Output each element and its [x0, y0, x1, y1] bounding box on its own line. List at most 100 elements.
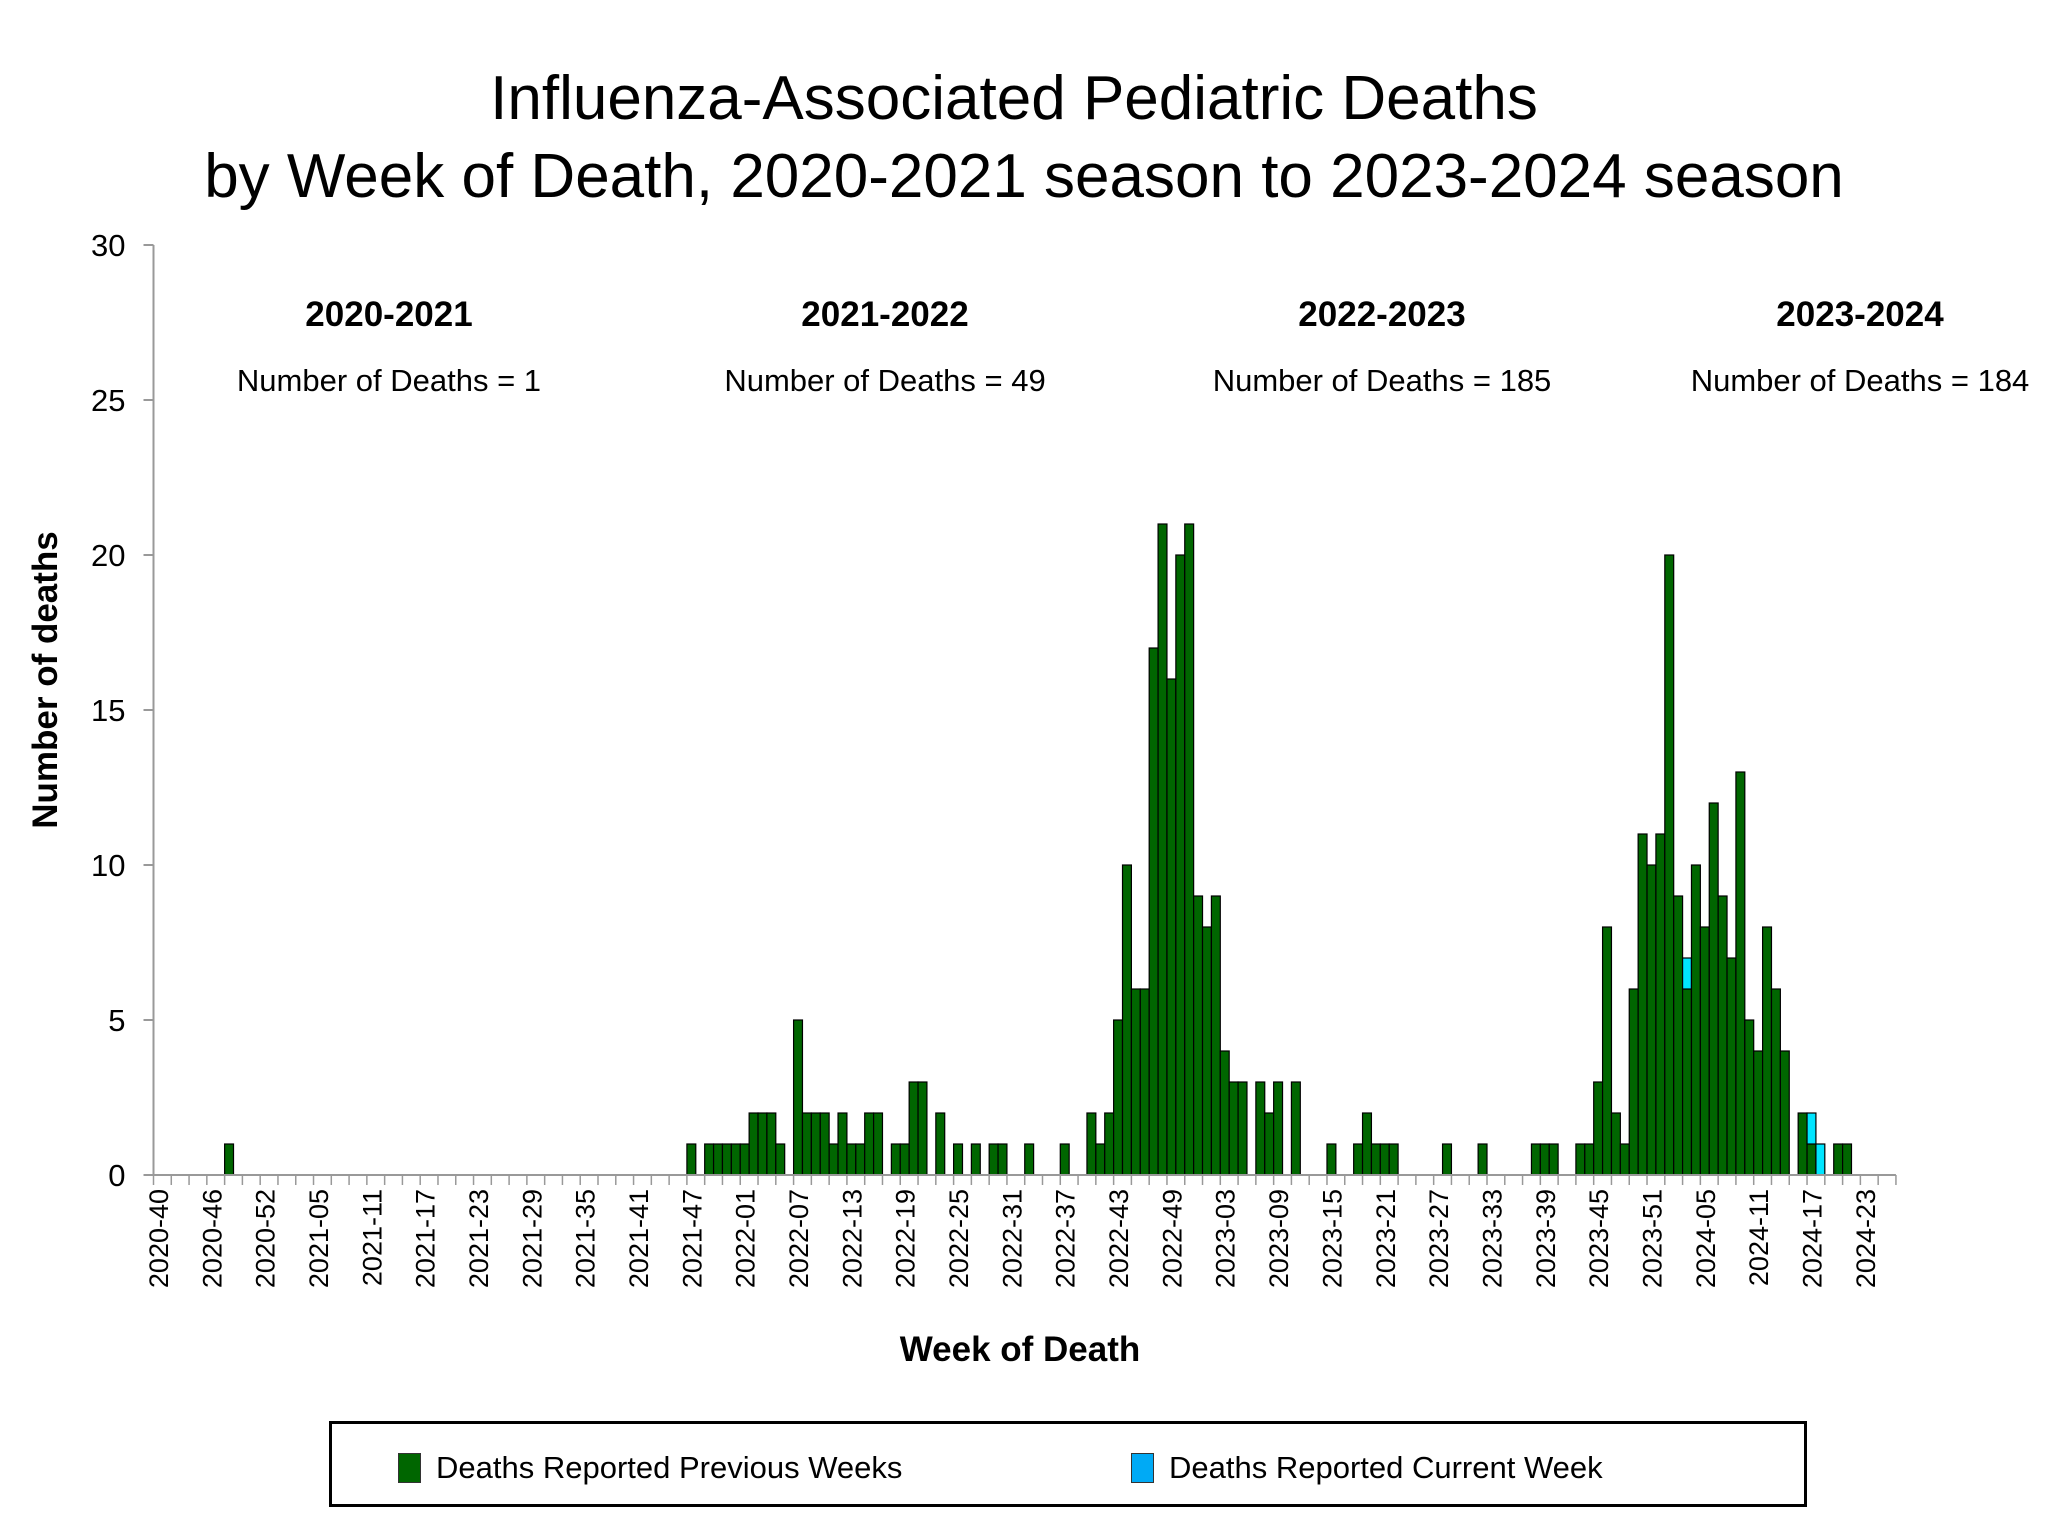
x-tick-label: 2023-33 [1477, 1189, 1507, 1288]
bar-previous-weeks [970, 1143, 981, 1176]
bar-previous-weeks [1548, 1143, 1559, 1176]
x-tick-label: 2023-51 [1637, 1189, 1667, 1288]
bar-previous-weeks [730, 1143, 741, 1176]
bar-previous-weeks [1290, 1081, 1301, 1176]
bar-current-week [1815, 1143, 1826, 1176]
bar-previous-weeks [1113, 1019, 1124, 1176]
x-tick-label: 2020-52 [251, 1189, 281, 1288]
bar-previous-weeks [757, 1112, 768, 1176]
x-tick-label: 2022-31 [997, 1189, 1027, 1288]
bar-previous-weeks [908, 1081, 919, 1176]
season-annotation-2023-2024: 2023-2024 Number of Deaths = 184 [1600, 295, 2048, 399]
x-tick-label: 2022-25 [944, 1189, 974, 1288]
bar-previous-weeks [1726, 957, 1737, 1176]
bar-previous-weeks [739, 1143, 750, 1176]
bar-previous-weeks [1779, 1050, 1790, 1176]
chart-title-line-2: by Week of Death, 2020-2021 season to 20… [204, 142, 1844, 211]
x-tick-label: 2021-41 [624, 1189, 654, 1288]
x-tick-label: 2021-11 [357, 1189, 387, 1286]
bar-previous-weeks [766, 1112, 777, 1176]
legend: Deaths Reported Previous Weeks Deaths Re… [329, 1421, 1807, 1507]
legend-item-previous-weeks: Deaths Reported Previous Weeks [398, 1450, 902, 1486]
bar-previous-weeks [899, 1143, 910, 1176]
season-label: 2023-2024 [1776, 295, 1944, 334]
bar-previous-weeks [1610, 1112, 1621, 1176]
x-tick-label: 2021-17 [411, 1189, 441, 1288]
bar-previous-weeks [1690, 864, 1701, 1176]
bar-previous-weeks [1841, 1143, 1853, 1176]
bar-previous-weeks [1370, 1143, 1381, 1176]
bar-previous-weeks [1166, 678, 1177, 1176]
bar-previous-weeks [1664, 554, 1675, 1176]
bar-previous-weeks [1121, 864, 1133, 1176]
bar-previous-weeks [1228, 1081, 1239, 1176]
bar-previous-weeks [1761, 926, 1773, 1176]
bar-previous-weeks [1593, 1081, 1604, 1176]
x-tick-label: 2022-37 [1051, 1189, 1081, 1288]
x-tick-label: 2020-40 [144, 1189, 174, 1288]
bar-previous-weeks [775, 1143, 786, 1176]
x-tick-label: 2023-45 [1584, 1189, 1614, 1288]
bar-previous-weeks [988, 1143, 999, 1176]
bar-previous-weeks [1388, 1143, 1399, 1176]
x-tick-label: 2023-09 [1264, 1189, 1294, 1288]
bar-previous-weeks [1655, 833, 1666, 1176]
bar-previous-weeks [721, 1143, 732, 1176]
legend-item-current-week: Deaths Reported Current Week [1131, 1450, 1603, 1486]
season-annotation-2020-2021: 2020-2021 Number of Deaths = 1 [129, 295, 649, 399]
bar-previous-weeks [1361, 1112, 1373, 1176]
bar-previous-weeks [1086, 1112, 1097, 1176]
x-tick-label: 2022-01 [731, 1189, 761, 1288]
bar-previous-weeks [1273, 1081, 1284, 1176]
bar-previous-weeks [1681, 988, 1693, 1176]
x-tick-label: 2022-49 [1157, 1189, 1187, 1288]
y-tick-label: 0 [108, 1158, 125, 1193]
bar-previous-weeks [1539, 1143, 1550, 1176]
bar-previous-weeks [1095, 1143, 1106, 1176]
bar-previous-weeks [1219, 1050, 1230, 1176]
y-axis-title: Number of deaths [26, 531, 65, 829]
bar-previous-weeks [1264, 1112, 1275, 1176]
x-tick-label: 2022-43 [1104, 1189, 1134, 1288]
x-axis-title: Week of Death [899, 1330, 1141, 1369]
x-tick-label: 2020-46 [197, 1189, 227, 1288]
bar-previous-weeks [704, 1143, 715, 1176]
bar-previous-weeks [224, 1143, 235, 1176]
bar-previous-weeks [686, 1143, 697, 1176]
bar-previous-weeks [1210, 895, 1221, 1176]
y-tick-label: 15 [91, 693, 125, 728]
bar-previous-weeks [1637, 833, 1648, 1176]
bar-previous-weeks [810, 1112, 821, 1176]
x-tick-label: 2021-35 [571, 1189, 601, 1288]
y-tick-label: 30 [91, 228, 125, 263]
chart-title-line-1: Influenza-Associated Pediatric Deaths [490, 64, 1538, 133]
bar-previous-weeks [872, 1112, 884, 1176]
bar-previous-weeks [1628, 988, 1639, 1176]
bar-previous-weeks [1157, 523, 1168, 1176]
bar-previous-weeks [1735, 771, 1746, 1176]
bar-previous-weeks [1753, 1050, 1764, 1176]
bar-previous-weeks [1744, 1019, 1755, 1176]
bar-previous-weeks [1797, 1112, 1808, 1176]
bar-previous-weeks [1619, 1143, 1630, 1176]
bar-previous-weeks [952, 1143, 964, 1176]
x-tick-label: 2024-11 [1744, 1189, 1774, 1286]
season-annotation-2021-2022: 2021-2022 Number of Deaths = 49 [625, 295, 1145, 399]
bar-previous-weeks [1255, 1081, 1266, 1176]
bar-previous-weeks [1139, 988, 1150, 1176]
y-tick-label: 10 [91, 848, 125, 883]
bar-previous-weeks [1104, 1112, 1115, 1176]
bar-previous-weeks [1024, 1143, 1035, 1176]
bar-previous-weeks [890, 1143, 901, 1176]
x-tick-label: 2023-27 [1424, 1189, 1454, 1288]
bar-previous-weeks [1326, 1143, 1337, 1176]
season-label: 2022-2023 [1298, 295, 1466, 334]
x-tick-label: 2021-47 [677, 1189, 707, 1288]
season-death-count: Number of Deaths = 1 [236, 363, 542, 398]
bar-previous-weeks [1201, 926, 1213, 1176]
season-death-count: Number of Deaths = 185 [1212, 363, 1552, 398]
bar-previous-weeks [1193, 895, 1204, 1176]
legend-label: Deaths Reported Previous Weeks [436, 1450, 903, 1485]
bar-previous-weeks [1441, 1143, 1453, 1176]
